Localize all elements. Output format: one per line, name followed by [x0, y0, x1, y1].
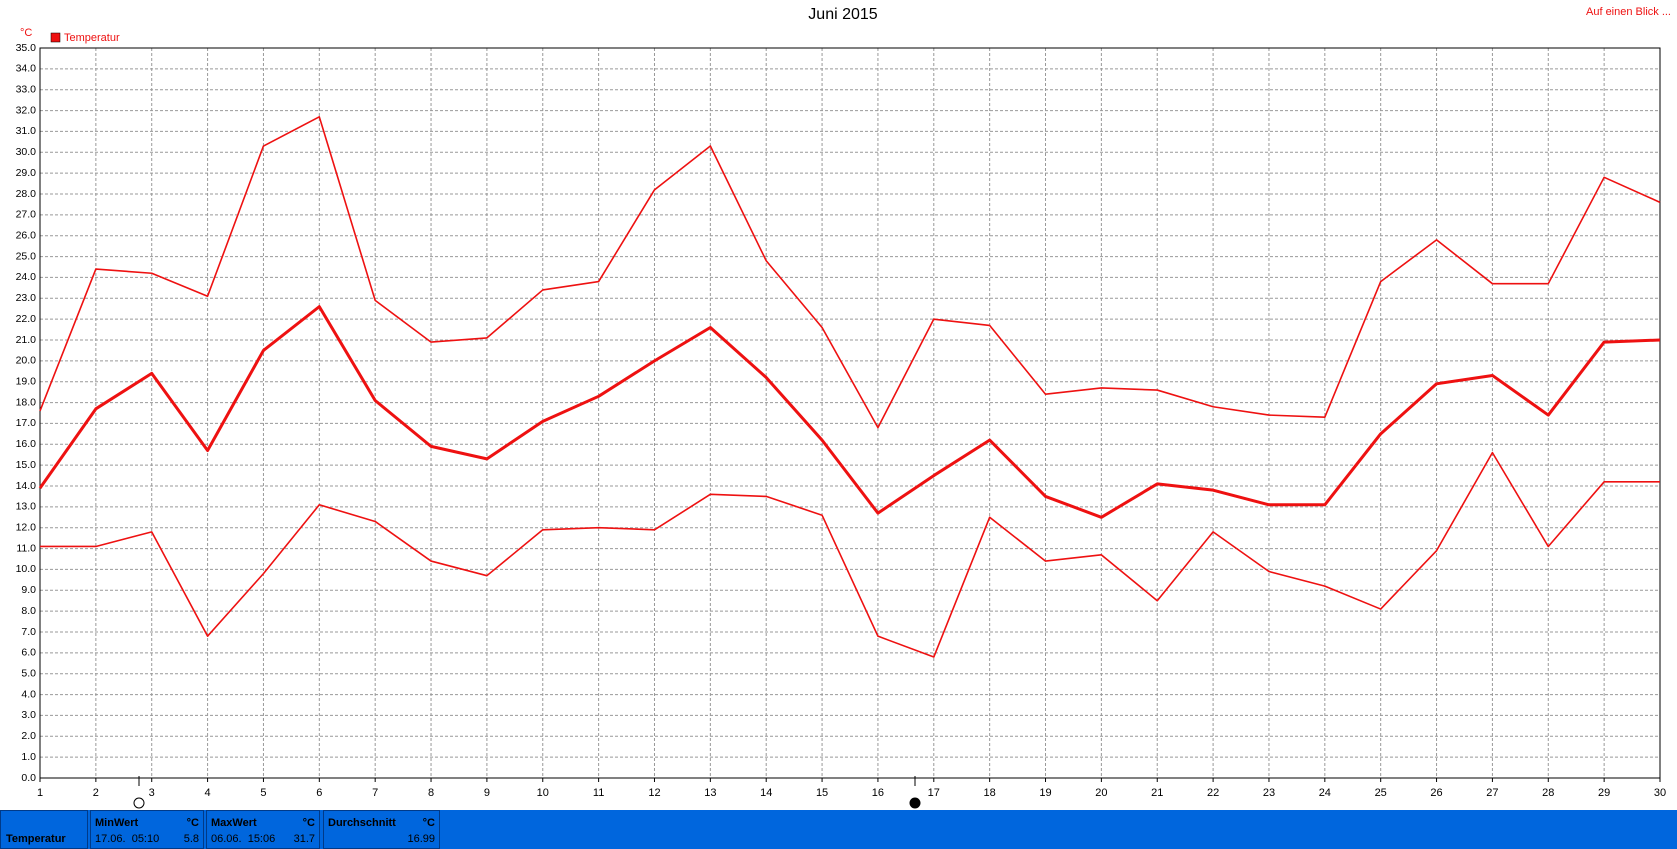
x-tick-label: 5 — [260, 787, 266, 799]
y-tick-label: 4.0 — [21, 688, 36, 700]
x-tick-label: 29 — [1598, 787, 1610, 799]
x-tick-label: 22 — [1207, 787, 1219, 799]
x-tick-label: 7 — [372, 787, 378, 799]
y-tick-label: 18.0 — [16, 396, 37, 408]
y-tick-label: 35.0 — [16, 42, 37, 54]
y-tick-label: 19.0 — [16, 375, 37, 387]
y-tick-label: 31.0 — [16, 125, 37, 137]
y-tick-label: 30.0 — [16, 146, 37, 158]
temperature-line — [40, 451, 1660, 658]
x-tick-label: 1 — [37, 787, 43, 799]
x-tick-label: 12 — [648, 787, 660, 799]
y-tick-label: 3.0 — [21, 709, 36, 721]
x-tick-label: 14 — [760, 787, 772, 799]
y-tick-label: 11.0 — [16, 542, 36, 554]
y-tick-label: 25.0 — [16, 250, 37, 262]
y-tick-label: 21.0 — [16, 334, 37, 346]
x-tick-label: 2 — [93, 787, 99, 799]
y-tick-label: 24.0 — [16, 271, 37, 283]
x-tick-label: 16 — [872, 787, 884, 799]
y-tick-label: 16.0 — [16, 438, 37, 450]
plot-frame — [39, 47, 1661, 779]
x-tick-label: 25 — [1375, 787, 1387, 799]
y-tick-label: 26.0 — [16, 229, 37, 241]
y-tick-label: 29.0 — [16, 167, 37, 179]
x-tick-label: 26 — [1430, 787, 1442, 799]
x-tick-label: 24 — [1319, 787, 1331, 799]
y-tick-label: 20.0 — [16, 355, 37, 367]
summary-title: Durchschnitt — [328, 817, 396, 829]
x-tick-label: 23 — [1263, 787, 1275, 799]
x-tick-label: 13 — [704, 787, 716, 799]
temperature-line — [38, 305, 1661, 519]
y-tick-label: 0.0 — [21, 772, 36, 784]
y-tick-label: 10.0 — [16, 563, 37, 575]
x-tick-label: 17 — [928, 787, 940, 799]
x-tick-label: 6 — [316, 787, 322, 799]
full-moon-icon — [133, 797, 145, 809]
summary-cell — [323, 810, 440, 849]
legend-label: Temperatur — [64, 32, 120, 44]
y-tick-label: 8.0 — [21, 605, 36, 617]
plot: 0.01.02.03.04.05.06.07.08.09.010.011.012… — [16, 42, 1667, 799]
x-tick-label: 20 — [1095, 787, 1107, 799]
y-tick-label: 27.0 — [16, 209, 37, 221]
x-tick-label: 10 — [537, 787, 549, 799]
y-tick-label: 34.0 — [16, 63, 37, 75]
summary-cell — [0, 810, 88, 849]
overview-link[interactable]: Auf einen Blick ... — [1586, 6, 1671, 18]
summary-value: 5.8 — [184, 833, 199, 845]
y-tick-label: 28.0 — [16, 188, 37, 200]
summary-title: MinWert — [95, 817, 139, 829]
summary-unit: °C — [303, 817, 315, 829]
x-tick-label: 3 — [149, 787, 155, 799]
x-tick-label: 19 — [1039, 787, 1051, 799]
summary-time: 06.06. 15:06 — [211, 833, 275, 845]
y-tick-label: 2.0 — [21, 730, 36, 742]
x-tick-label: 27 — [1486, 787, 1498, 799]
summary-cell — [90, 810, 204, 849]
y-tick-label: 12.0 — [16, 521, 37, 533]
x-tick-label: 28 — [1542, 787, 1554, 799]
x-tick-label: 18 — [984, 787, 996, 799]
summary-unit: °C — [187, 817, 199, 829]
summary-time: 17.06. 05:10 — [95, 833, 159, 845]
summary-title: MaxWert — [211, 817, 257, 829]
y-tick-label: 23.0 — [16, 292, 37, 304]
y-tick-label: 9.0 — [21, 584, 36, 596]
x-tick-label: 30 — [1654, 787, 1666, 799]
x-tick-label: 8 — [428, 787, 434, 799]
y-tick-label: 22.0 — [16, 313, 37, 325]
legend-swatch — [50, 32, 61, 43]
y-unit: °C — [20, 27, 32, 39]
summary-unit: °C — [423, 817, 435, 829]
x-tick-label: 15 — [816, 787, 828, 799]
x-tick-label: 11 — [593, 787, 604, 799]
x-tick-label: 9 — [484, 787, 490, 799]
y-tick-label: 13.0 — [16, 501, 37, 513]
y-tick-label: 15.0 — [16, 459, 37, 471]
x-tick-label: 21 — [1151, 787, 1163, 799]
y-tick-label: 33.0 — [16, 83, 37, 95]
temperature-line — [39, 116, 1661, 429]
y-tick-label: 7.0 — [21, 626, 36, 638]
summary-columns: MinWert °C 17.06. 05:10 5.8 MaxWert °C 06.06. … — [90, 810, 440, 849]
summary-value: 16.99 — [407, 833, 435, 845]
y-tick-label: 1.0 — [21, 751, 36, 763]
x-tick-label: 4 — [205, 787, 211, 799]
summary-value: 31.7 — [294, 833, 315, 845]
y-tick-label: 32.0 — [16, 104, 37, 116]
y-tick-label: 5.0 — [21, 667, 36, 679]
chart-title: Juni 2015 — [808, 6, 877, 23]
y-tick-label: 6.0 — [21, 647, 36, 659]
y-tick-label: 17.0 — [16, 417, 37, 429]
new-moon-icon — [909, 797, 921, 809]
summary-row-label: Temperatur — [6, 833, 66, 845]
y-tick-label: 14.0 — [16, 480, 37, 492]
